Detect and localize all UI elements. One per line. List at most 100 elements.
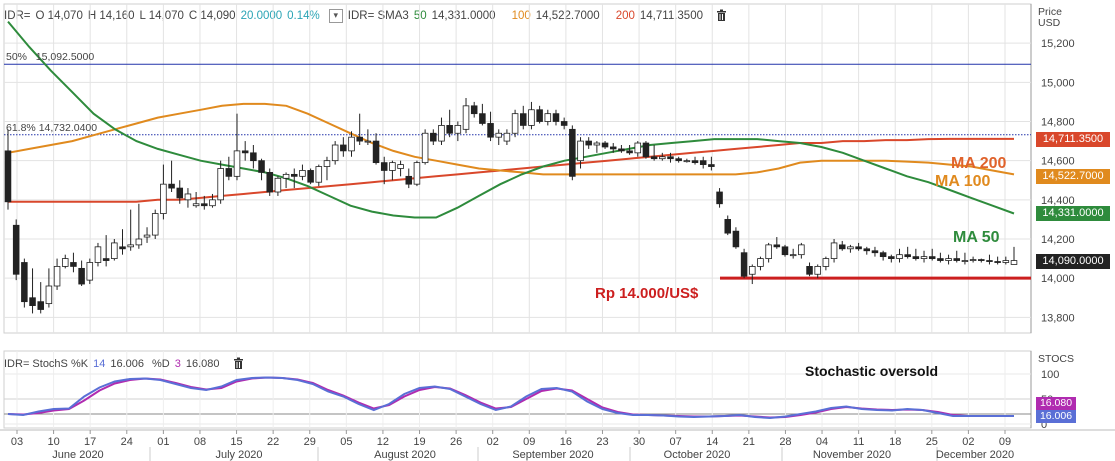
sma50-value: 14,331.0000 [431,10,496,22]
fib-618-label: 61.8% 14,732.0400 [6,122,97,134]
candle-body [552,113,560,122]
candle-body [536,109,543,122]
candle-body [765,244,772,259]
trash-icon[interactable] [716,9,727,24]
stoch-trash-icon[interactable] [233,357,244,372]
candle-body [209,199,216,207]
candle-body [716,191,723,205]
fib-50-value: 15,092.5000 [35,51,95,64]
price-tick-label: 15,000 [1041,77,1075,89]
candle-body [380,162,388,171]
x-day-label: 16 [560,436,572,448]
high-value: H 14,160 [87,10,135,22]
candle-body [945,258,952,261]
candle-body [94,246,102,263]
candle-body [430,132,437,142]
candle-body [740,252,748,277]
candle-body [855,246,862,250]
sma100-value: 14,522.7000 [535,10,600,22]
candle-body [798,244,805,256]
candle-body [184,193,192,201]
x-day-label: 01 [157,436,169,448]
candle-body [953,258,961,261]
x-day-label: 18 [889,436,901,448]
stoch-note: Stochastic oversold [805,363,939,379]
candle-body [749,266,756,275]
price-grid: 15,200 15,000 14,800 14,600 14,400 14,200 14,0… [3,3,1075,334]
candle-body [470,105,478,115]
change-pct-value: 0.14% [287,10,320,22]
open-value: O 14,070 [35,10,83,22]
price-axis-title: Price USD [1038,7,1062,29]
chevron-down-icon[interactable]: ▾ [328,9,343,23]
x-day-label: 02 [487,436,499,448]
candles [4,98,1018,314]
candle-body [111,242,118,259]
x-day-label: 10 [47,436,59,448]
ma200-line [8,137,1014,203]
stoch-d-label: %D [151,358,170,370]
stoch-tick-label: 0 [1041,419,1047,431]
x-day-label: 26 [450,436,462,448]
price-tick-label: 13,800 [1041,312,1075,324]
x-day-label: 05 [340,436,352,448]
candle-body [168,183,175,189]
x-day-label: 03 [11,436,23,448]
candle-body [331,144,339,162]
candle-body [708,164,715,167]
x-month-label: December 2020 [936,449,1014,461]
x-day-label: 14 [706,436,718,448]
candle-body [413,162,421,185]
candle-body [830,242,838,259]
candle-body [135,238,143,246]
support-annotation: Rp 14.000/US$ [595,285,699,302]
candle-body [511,113,519,134]
candle-body [634,142,642,154]
candle-body [21,262,28,303]
candle-body [274,177,282,193]
fib-50-label: 50% 15,092.5000 [6,51,94,63]
candle-body [806,266,813,275]
candle-body [888,256,895,259]
candle-body [871,250,879,254]
candle-body [667,156,674,160]
candle-body [119,246,126,250]
fib-618-value: 14,732.0400 [38,121,98,134]
candle-body [323,160,331,167]
candle-body [282,173,290,179]
candle-body [928,256,936,259]
candle-body [201,203,208,207]
chart-header: IDR= O 14,070 H 14,160 L 14,070 C 14,090… [4,8,732,24]
x-month-label: November 2020 [813,449,891,461]
stoch-axis-title: STOCS [1038,353,1074,365]
candle-body [699,160,707,165]
candle-body [250,152,257,162]
candle-body [961,260,969,262]
candle-body [520,113,527,126]
stoch-label: IDR= StochS %K [4,358,89,370]
candle-body [53,266,61,287]
candle-body [192,203,200,207]
candle-body [560,121,568,126]
candle-body [233,150,241,177]
candle-body [838,244,846,250]
candle-body [683,160,691,163]
x-day-label: 23 [596,436,608,448]
x-month-label: August 2020 [374,449,436,461]
candle-body [650,156,658,160]
candle-body [814,266,821,275]
price-tick-label: 15,200 [1041,38,1075,50]
sma200-value: 14,711.3500 [639,10,703,22]
fib-618-pct: 61.8% [6,121,36,134]
candle-body [544,113,552,122]
candle-body [609,146,617,150]
price-tag-ma50: 14,331.0000 [1036,206,1110,222]
stoch-k-tag: 16.006 [1036,410,1076,423]
candle-body [70,262,77,267]
candle-body [601,142,609,148]
candle-body [86,262,94,281]
sma100-period: 100 [511,10,531,22]
candle-body [421,132,429,164]
ma100-annotation: MA 100 [935,173,991,190]
